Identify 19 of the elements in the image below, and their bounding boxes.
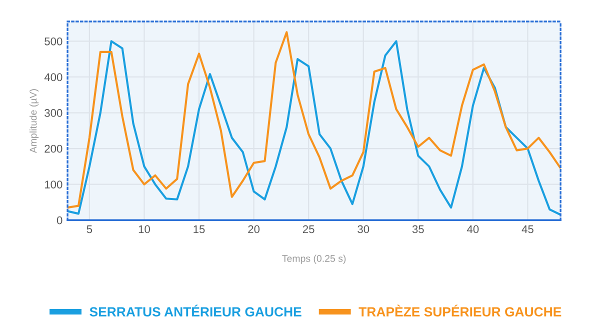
x-tick-label: 30 <box>358 225 370 234</box>
x-tick-label: 40 <box>467 225 479 234</box>
legend-label: SERRATUS ANTÉRIEUR GAUCHE <box>90 304 302 317</box>
y-tick-label: 200 <box>44 144 62 153</box>
x-tick-label: 20 <box>248 225 260 234</box>
y-tick-label: 500 <box>44 37 62 46</box>
y-tick-label: 300 <box>44 109 62 117</box>
x-tick-label: 25 <box>302 225 314 234</box>
x-tick-label: 10 <box>138 225 150 234</box>
y-tick-label: 100 <box>44 180 62 188</box>
x-tick-label: 45 <box>522 225 534 234</box>
x-tick-label: 35 <box>412 225 424 234</box>
x-tick-label: 15 <box>194 225 205 234</box>
x-tick-label: 5 <box>86 225 92 234</box>
y-tick-label: 0 <box>56 216 62 224</box>
x-axis-title: Temps (0.25 s) <box>282 254 346 264</box>
y-tick-label: 400 <box>44 73 62 82</box>
y-axis-title: Amplitude (µV) <box>30 89 39 154</box>
legend-label: TRAPÈZE SUPÉRIEUR GAUCHE <box>358 304 562 317</box>
